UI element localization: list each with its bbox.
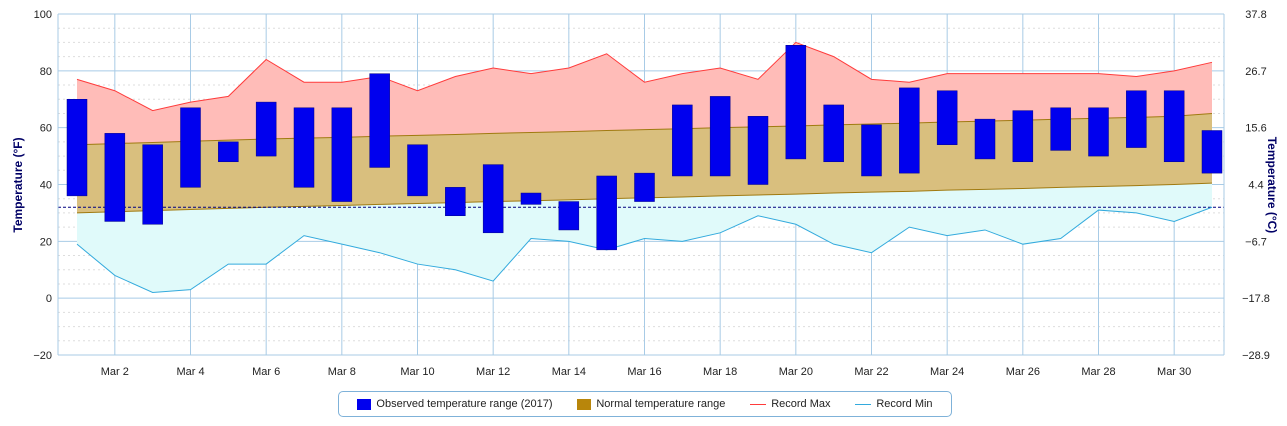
observed-range-bar[interactable] (180, 107, 201, 188)
record-max-area (77, 42, 1212, 145)
observed-range-bar[interactable] (936, 90, 958, 145)
observed-range-bar[interactable] (482, 164, 504, 234)
x-tick-label: Mar 8 (328, 366, 356, 378)
legend-label-normal: Normal temperature range (596, 398, 726, 410)
x-tick-label: Mar 26 (1006, 366, 1040, 378)
observed-range-bar[interactable] (142, 144, 163, 225)
legend-label-record-min: Record Min (876, 398, 933, 410)
observed-range-bar[interactable] (1126, 90, 1147, 148)
legend-item-record-max[interactable]: Record Max (750, 398, 830, 410)
bar-layer (66, 45, 1223, 251)
y-tick-label-left: 80 (40, 66, 52, 78)
observed-range-bar[interactable] (558, 201, 580, 231)
observed-range-bar[interactable] (1088, 107, 1109, 157)
y-tick-label-right: 15.6 (1245, 123, 1266, 135)
x-tick-label: Mar 12 (476, 366, 510, 378)
observed-range-bar[interactable] (1163, 90, 1185, 163)
observed-range-bar[interactable] (218, 141, 239, 163)
area-layer (77, 42, 1212, 293)
legend-swatch-normal (577, 398, 592, 410)
legend-label-record-max: Record Max (771, 398, 831, 410)
record-max-line (76, 41, 1213, 112)
y-axis-title-right: Temperature (°C) (1265, 137, 1279, 234)
legend-swatch-record-max (750, 403, 767, 405)
observed-range-bar[interactable] (293, 107, 315, 188)
legend-swatch-record-min (855, 403, 872, 405)
observed-range-bar[interactable] (974, 118, 996, 160)
tick-layer: 100 80 60 40 20 0 −20 37.8 26.7 15.6 4.4 −6.7 −17.8 −… (33, 9, 1270, 378)
observed-range-bar[interactable] (596, 175, 617, 251)
observed-range-bar[interactable] (255, 101, 277, 157)
y-tick-label-left: 20 (40, 236, 52, 248)
record-min-line (76, 206, 1213, 293)
observed-range-bar[interactable] (823, 104, 844, 163)
observed-range-bar[interactable] (369, 73, 390, 168)
y-tick-label-right: −28.9 (1242, 350, 1270, 362)
observed-range-bar[interactable] (407, 144, 428, 197)
legend-label-observed: Observed temperature range (2017) (376, 398, 553, 410)
observed-range-bar[interactable] (1012, 110, 1034, 163)
observed-range-bar[interactable] (1201, 130, 1223, 174)
x-tick-label: Mar 30 (1157, 366, 1191, 378)
y-tick-label-right: 37.8 (1245, 9, 1266, 21)
x-tick-label: Mar 24 (930, 366, 964, 378)
observed-range-bar[interactable] (1050, 107, 1071, 151)
y-tick-label-left: 0 (46, 293, 52, 305)
y-tick-label-right: −6.7 (1245, 236, 1267, 248)
chart-legend: Observed temperature range (2017) Normal… (338, 391, 952, 417)
x-tick-label: Mar 14 (552, 366, 586, 378)
legend-item-record-min[interactable]: Record Min (855, 398, 933, 410)
observed-range-bar[interactable] (672, 104, 693, 177)
y-tick-label-left: 40 (40, 180, 52, 192)
observed-range-bar[interactable] (331, 107, 353, 202)
x-tick-label: Mar 10 (400, 366, 434, 378)
observed-range-bar[interactable] (899, 87, 920, 174)
record-min-area (77, 183, 1212, 293)
observed-range-bar[interactable] (520, 192, 542, 205)
x-tick-label: Mar 6 (252, 366, 280, 378)
x-tick-label: Mar 4 (176, 366, 204, 378)
x-tick-label: Mar 20 (779, 366, 813, 378)
observed-range-bar[interactable] (785, 45, 807, 160)
legend-swatch-observed (357, 398, 372, 410)
y-axis-title-left: Temperature (°F) (11, 137, 25, 232)
observed-range-bar[interactable] (445, 187, 466, 217)
observed-range-bar[interactable] (747, 116, 769, 185)
observed-range-bar[interactable] (709, 96, 731, 177)
x-tick-label: Mar 18 (703, 366, 737, 378)
y-tick-label-right: −17.8 (1242, 293, 1270, 305)
x-tick-label: Mar 16 (627, 366, 661, 378)
observed-range-bar[interactable] (104, 133, 126, 222)
y-tick-label-left: 100 (34, 9, 52, 21)
observed-range-bar[interactable] (861, 124, 882, 177)
y-tick-label-right: 26.7 (1245, 66, 1266, 78)
x-tick-label: Mar 28 (1081, 366, 1115, 378)
x-tick-label: Mar 22 (854, 366, 888, 378)
y-tick-label-left: 60 (40, 123, 52, 135)
observed-range-bar[interactable] (66, 99, 88, 197)
legend-item-observed[interactable]: Observed temperature range (2017) (357, 398, 553, 410)
y-tick-label-left: −20 (33, 350, 52, 362)
x-tick-label: Mar 2 (101, 366, 129, 378)
y-tick-label-right: 4.4 (1248, 180, 1263, 192)
observed-range-bar[interactable] (634, 172, 655, 202)
legend-item-normal[interactable]: Normal temperature range (577, 398, 725, 410)
normal-range-band (77, 113, 1212, 213)
